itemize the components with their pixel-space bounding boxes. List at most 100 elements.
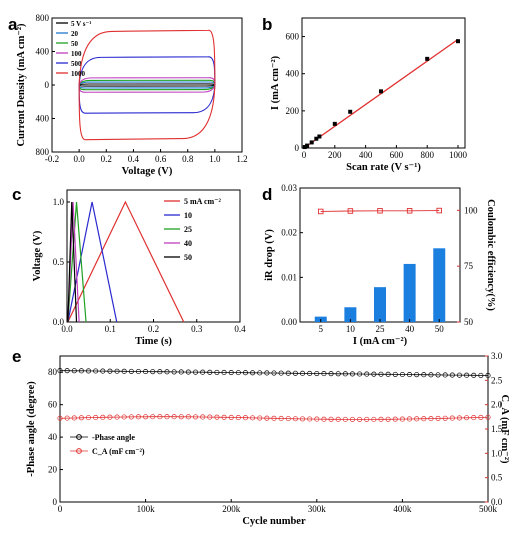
e-data-point <box>78 368 84 374</box>
d-ytick-right-label: 50 <box>464 317 474 327</box>
e-data-point <box>93 414 99 421</box>
e-data-point <box>292 370 298 376</box>
e-data-point <box>428 372 434 378</box>
c-legend-label: 50 <box>184 253 192 262</box>
a-ytick-label: 800 <box>36 13 50 23</box>
e-data-point <box>442 372 448 378</box>
e-data-point <box>357 371 363 377</box>
e-data-point <box>107 414 113 420</box>
e-data-point <box>71 368 77 374</box>
e-data-point <box>264 370 270 376</box>
e-ytick-right-label: 1.0 <box>491 448 503 458</box>
b-xtick-label: 800 <box>420 150 434 160</box>
c-legend-label: 10 <box>184 211 192 220</box>
panel-label-c: c <box>12 185 21 204</box>
e-data-point <box>143 414 149 420</box>
d-xtick-label: 10 <box>346 324 356 334</box>
e-data-point <box>385 371 391 377</box>
e-legend-label: -Phase angle <box>92 433 135 442</box>
e-data-point <box>335 371 341 377</box>
e-ytick-right-label: 2.0 <box>491 400 503 410</box>
e-data-point <box>157 414 163 420</box>
b-data-point <box>348 109 353 114</box>
d-xtick-label: 50 <box>435 324 445 334</box>
d-bar <box>374 287 386 322</box>
c-legend-label: 40 <box>184 239 192 248</box>
c-legend-label: 25 <box>184 225 192 234</box>
e-data-point <box>228 369 234 376</box>
e-xtick-label: 100k <box>137 504 156 514</box>
e-data-point <box>414 372 420 378</box>
e-data-point <box>292 416 298 422</box>
e-data-point <box>164 414 170 420</box>
e-data-point <box>399 416 405 422</box>
e-ytick-label: 0 <box>53 497 58 507</box>
e-ytick-label: 80 <box>48 367 58 377</box>
c-ytick-label: 0.5 <box>53 257 65 267</box>
e-data-point <box>335 416 341 422</box>
e-data-point <box>107 368 113 374</box>
e-data-point <box>321 371 327 377</box>
a-series-curve <box>78 29 216 141</box>
e-data-point <box>456 415 463 421</box>
b-ytick-label: 0 <box>295 143 300 153</box>
e-data-point <box>485 372 491 379</box>
e-data-point <box>171 414 177 420</box>
e-data-point <box>364 416 370 422</box>
a-xtick-label: 0.8 <box>182 154 194 164</box>
e-data-point <box>392 371 398 377</box>
e-data-point <box>392 416 398 422</box>
e-data-point <box>85 368 92 374</box>
e-data-point <box>71 415 77 421</box>
b-ylabel: I (mA cm⁻²) <box>270 55 281 110</box>
e-xtick-label: 0 <box>58 504 63 514</box>
e-data-point <box>378 416 384 422</box>
e-data-point <box>321 416 327 422</box>
a-legend-label: 100 <box>71 50 82 58</box>
e-data-point <box>100 368 106 374</box>
e-data-point <box>121 414 127 420</box>
e-ytick-right-label: 0.5 <box>491 473 503 483</box>
d-ylabel-right: Coulombic efficiency(%) <box>485 199 496 311</box>
c-legend-label: 5 mA cm⁻² <box>184 197 221 206</box>
e-ytick-label: 20 <box>48 465 58 475</box>
a-xtick-label: -0.2 <box>45 154 59 164</box>
e-data-point <box>214 369 220 375</box>
e-data-point <box>135 414 142 420</box>
e-data-point <box>242 370 249 376</box>
d-xlabel: I (mA cm⁻²) <box>353 336 408 347</box>
e-data-point <box>171 369 177 375</box>
e-data-point <box>357 416 363 422</box>
e-data-point <box>399 371 405 378</box>
e-ytick-right-label: 0.0 <box>491 497 503 507</box>
c-xtick-label: 0.3 <box>191 324 203 334</box>
b-xtick-label: 600 <box>390 150 404 160</box>
e-data-point <box>207 369 213 375</box>
e-data-point <box>57 415 63 421</box>
b-data-point <box>332 121 337 126</box>
b-xtick-label: 0 <box>302 150 307 160</box>
e-data-point <box>214 414 220 420</box>
e-data-point <box>221 369 227 376</box>
e-ytick-right-label: 3.0 <box>491 351 503 361</box>
d-ylabel: iR drop (V) <box>264 229 275 281</box>
a-legend-label: 500 <box>71 60 82 68</box>
e-data-point <box>257 370 263 376</box>
b-data-point <box>317 134 322 139</box>
e-data-point <box>442 415 448 421</box>
c-xtick-label: 0.1 <box>105 324 116 334</box>
e-data-point <box>349 416 356 422</box>
c-series-curve <box>67 201 118 323</box>
c-xtick-label: 0.0 <box>61 324 73 334</box>
e-data-point <box>164 369 170 375</box>
e-data-point <box>250 370 256 376</box>
e-ytick-right-label: 2.5 <box>491 375 503 385</box>
e-data-point <box>328 371 334 377</box>
d-xtick-label: 5 <box>318 324 323 334</box>
d-xtick-label: 25 <box>376 324 386 334</box>
d-ce-line <box>320 210 440 212</box>
e-data-point <box>285 370 291 376</box>
e-data-point <box>378 371 384 377</box>
a-xlabel: Voltage (V) <box>122 166 173 177</box>
b-data-point <box>456 39 460 44</box>
